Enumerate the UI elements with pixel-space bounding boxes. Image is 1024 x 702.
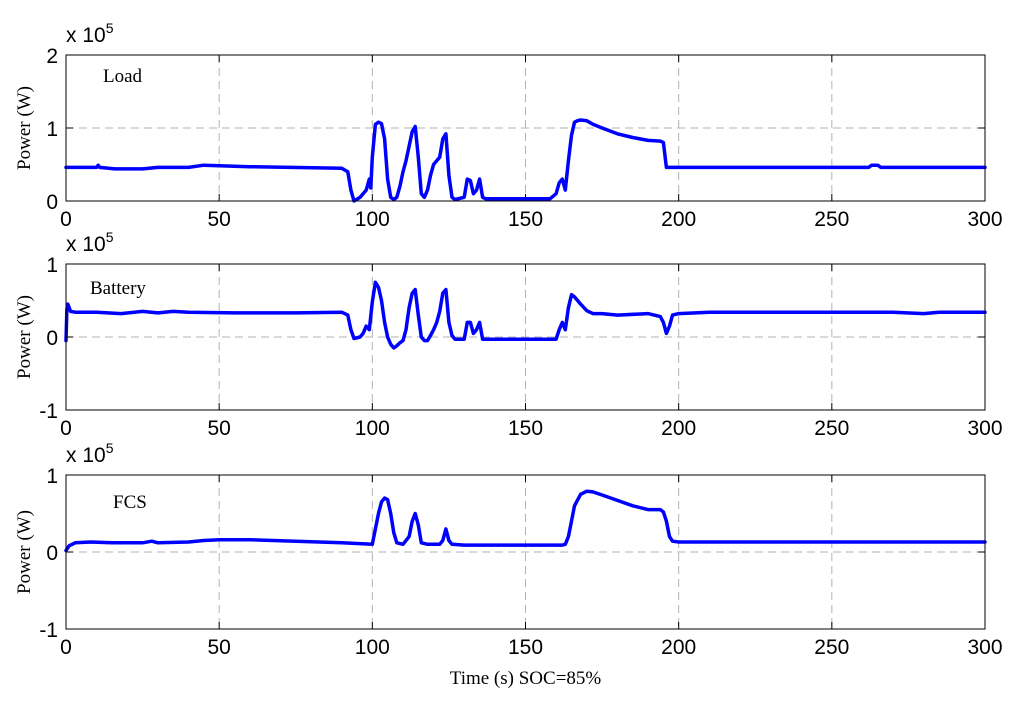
- y-exponent-power: 5: [106, 440, 114, 456]
- x-tick-label: 300: [967, 636, 1002, 659]
- x-tick-label: 0: [60, 208, 72, 231]
- y-exponent-base: x 10: [66, 24, 106, 47]
- y-tick-label: 2: [46, 45, 58, 68]
- y-axis-label: Power (W): [14, 86, 35, 170]
- series-line-battery: [64, 280, 987, 350]
- x-tick-label: 150: [508, 636, 543, 659]
- y-axis-label: Power (W): [14, 295, 35, 379]
- y-exponent-base: x 10: [66, 233, 106, 256]
- x-tick-label: 250: [814, 636, 849, 659]
- x-tick-label: 50: [207, 417, 230, 440]
- x-tick-label: 0: [60, 417, 72, 440]
- panel-label: Load: [103, 66, 143, 87]
- x-tick-label: 50: [207, 636, 230, 659]
- y-tick-label: 0: [46, 542, 58, 565]
- x-tick-label: 200: [661, 636, 696, 659]
- x-tick-label: 50: [207, 208, 230, 231]
- x-tick-label: 100: [355, 636, 390, 659]
- x-tick-label: 250: [814, 417, 849, 440]
- y-tick-label: 0: [46, 191, 58, 214]
- x-tick-label: 150: [508, 208, 543, 231]
- y-tick-label: 1: [46, 118, 58, 141]
- y-tick-label: -1: [39, 619, 58, 642]
- y-exponent-base: x 10: [66, 444, 106, 467]
- panel-label: FCS: [113, 492, 147, 513]
- x-tick-label: 300: [967, 417, 1002, 440]
- y-exponent-power: 5: [106, 20, 114, 36]
- panel-label: Battery: [90, 278, 146, 299]
- y-exponent-label: x 105: [66, 440, 114, 467]
- panel-load: 0 50 100 150 200 250 300 0 1 2 x 105 Power (W) Load: [14, 20, 1003, 231]
- y-tick-label: -1: [39, 400, 58, 423]
- y-tick-label: 1: [46, 465, 58, 488]
- x-tick-label: 100: [355, 208, 390, 231]
- series-line-fcs: [64, 489, 987, 553]
- x-tick-label: 0: [60, 636, 72, 659]
- y-tick-label: 0: [46, 327, 58, 350]
- x-axis-label: Time (s) SOC=85%: [450, 668, 602, 689]
- x-tick-label: 100: [355, 417, 390, 440]
- x-tick-label: 200: [661, 208, 696, 231]
- series-line-load: [64, 118, 987, 203]
- x-tick-label: 200: [661, 417, 696, 440]
- y-exponent-label: x 105: [66, 20, 114, 47]
- x-tick-label: 150: [508, 417, 543, 440]
- x-tick-label: 300: [967, 208, 1002, 231]
- y-exponent-label: x 105: [66, 229, 114, 256]
- y-axis-label: Power (W): [14, 510, 35, 594]
- y-tick-label: 1: [46, 254, 58, 277]
- y-exponent-power: 5: [106, 229, 114, 245]
- x-tick-label: 250: [814, 208, 849, 231]
